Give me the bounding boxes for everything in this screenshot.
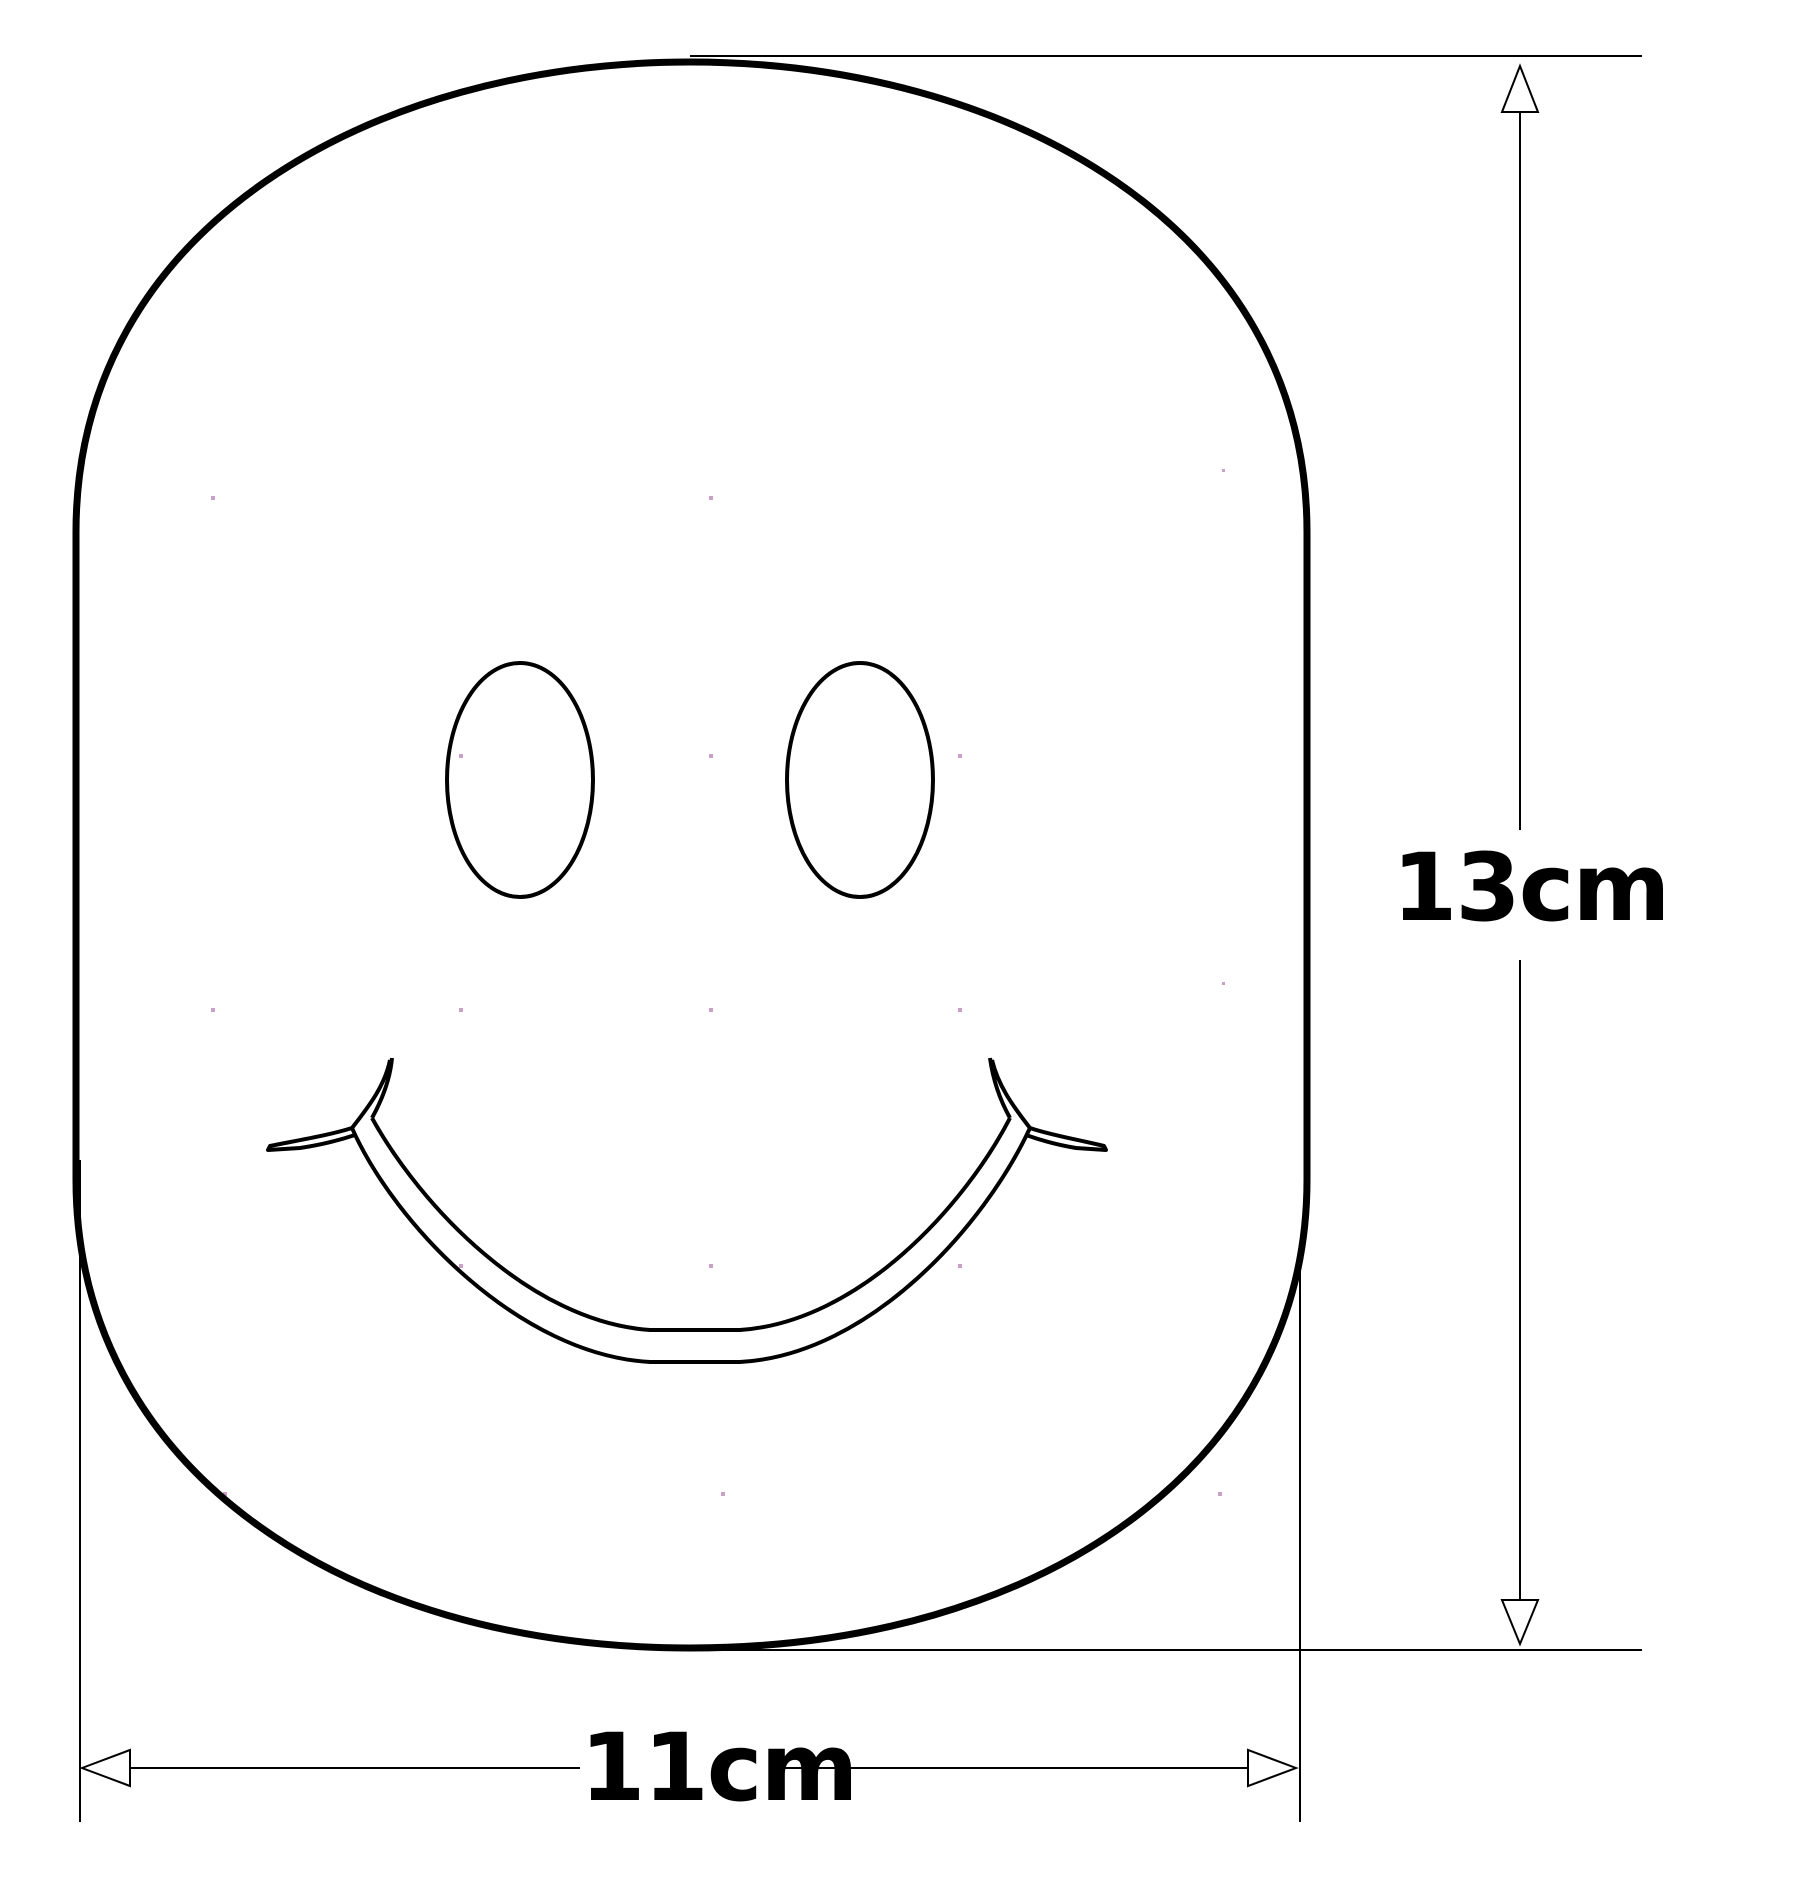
- mouth-left-flick: [266, 1057, 394, 1152]
- height-dimension: [1500, 63, 1540, 1647]
- dimension-arrow-icon: [79, 1748, 131, 1788]
- mouth-right-flick: [988, 1057, 1108, 1152]
- width-dimension: [79, 1748, 1299, 1788]
- dimension-arrow-icon: [1247, 1748, 1299, 1788]
- right-eye: [785, 661, 935, 899]
- width-extension-lines: [79, 1160, 1301, 1822]
- width-label: 11cm: [580, 1714, 856, 1823]
- mouth-outer-curve: [350, 1127, 1032, 1364]
- height-extension-lines: [690, 55, 1642, 1651]
- dimension-arrow-icon: [1500, 63, 1540, 113]
- dimension-arrow-icon: [1500, 1599, 1540, 1647]
- face-outline: [72, 58, 1311, 1652]
- mouth: [266, 1057, 1108, 1364]
- left-eye: [445, 661, 595, 899]
- speckle-dots: [211, 469, 1225, 1496]
- height-label: 13cm: [1392, 834, 1668, 943]
- mouth-inner-curve: [370, 1117, 1012, 1332]
